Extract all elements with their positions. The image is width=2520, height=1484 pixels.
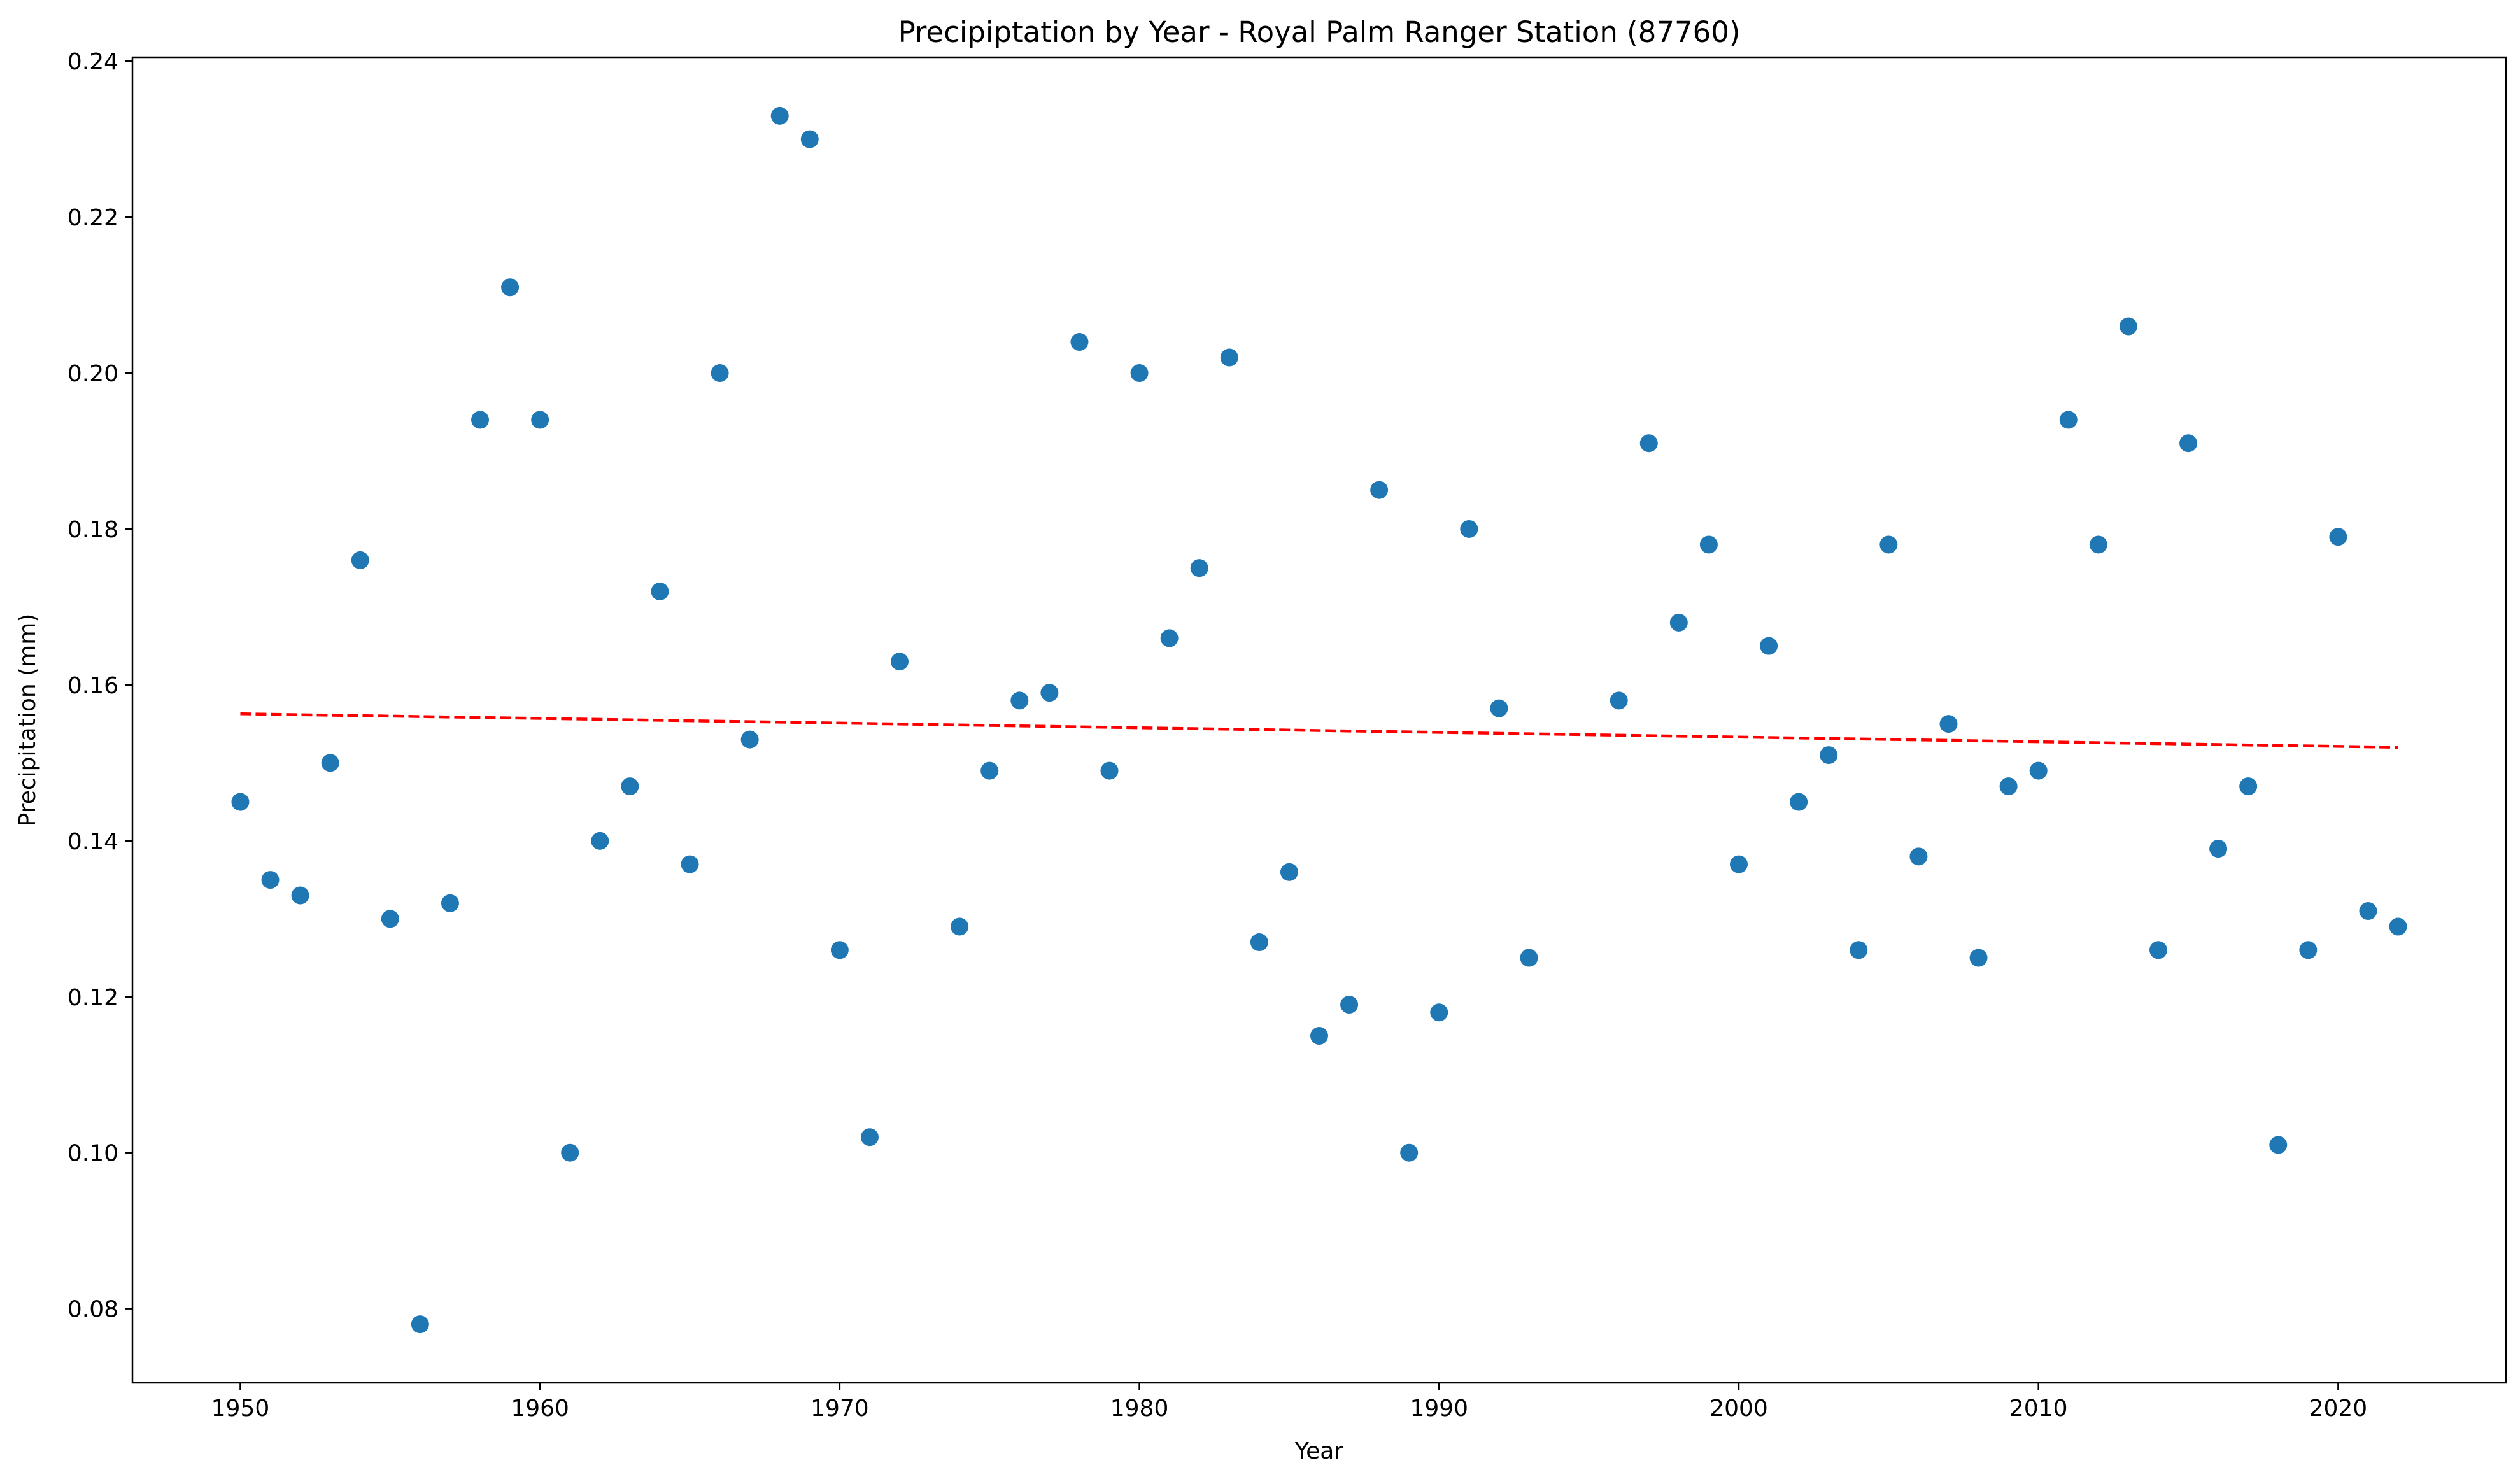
data-point	[1370, 481, 1389, 499]
data-point	[1400, 1143, 1419, 1162]
data-point	[1160, 629, 1179, 647]
data-point	[1850, 941, 1868, 959]
data-point	[800, 130, 819, 148]
data-point	[2389, 917, 2407, 936]
data-point	[1190, 559, 1208, 577]
data-points-layer	[231, 106, 2407, 1334]
y-tick-label: 0.18	[67, 517, 118, 543]
data-point	[1639, 434, 1658, 453]
x-tick-label: 1960	[511, 1396, 569, 1422]
data-point	[860, 1128, 879, 1147]
data-point	[1820, 746, 1838, 765]
x-tick-label: 1980	[1110, 1396, 1169, 1422]
data-point	[471, 411, 490, 429]
data-point	[2149, 941, 2167, 959]
data-point	[1699, 535, 1718, 554]
data-point	[2029, 761, 2048, 780]
data-point	[1010, 691, 1029, 710]
data-point	[830, 941, 849, 959]
data-point	[1669, 613, 1688, 632]
data-point	[2329, 528, 2347, 546]
x-tick-label: 2000	[1709, 1396, 1768, 1422]
data-point	[441, 894, 459, 912]
data-point	[591, 831, 609, 850]
y-tick-label: 0.08	[67, 1297, 118, 1323]
data-point	[2299, 941, 2318, 959]
data-point	[681, 855, 699, 873]
x-tick-label: 2020	[2309, 1396, 2368, 1422]
y-tick-label: 0.14	[67, 829, 118, 855]
data-point	[1879, 535, 1898, 554]
data-point	[1969, 949, 1988, 967]
plot-area-frame	[131, 56, 2507, 1384]
data-point	[1340, 996, 1359, 1014]
data-point	[1610, 691, 1628, 710]
data-point	[651, 582, 669, 600]
data-point	[381, 910, 399, 928]
data-point	[1430, 1003, 1448, 1022]
data-point	[711, 364, 729, 383]
y-tick-label: 0.10	[67, 1141, 118, 1167]
data-point	[1760, 637, 1778, 655]
data-point	[740, 730, 759, 749]
data-point	[351, 551, 369, 569]
data-point	[291, 886, 309, 905]
data-point	[1070, 333, 1089, 351]
data-point	[1100, 761, 1119, 780]
trend-line-layer	[240, 712, 2398, 749]
data-point	[1490, 699, 1508, 717]
y-tick-label: 0.22	[67, 205, 118, 231]
data-point	[561, 1143, 579, 1162]
data-point	[2059, 411, 2078, 429]
y-tick-label: 0.20	[67, 361, 118, 387]
x-tick-label: 1950	[211, 1396, 270, 1422]
chart-title: Precipiptation by Year - Royal Palm Rang…	[898, 15, 1741, 49]
data-point	[621, 777, 639, 796]
x-tick-label: 1970	[811, 1396, 869, 1422]
data-point	[2209, 840, 2228, 858]
data-point	[1280, 863, 1298, 881]
data-point	[1130, 364, 1149, 383]
data-point	[531, 411, 549, 429]
data-point	[1729, 855, 1748, 873]
data-point	[1999, 777, 2018, 796]
trend-line	[240, 712, 2398, 749]
data-point	[2239, 777, 2258, 796]
y-axis-label: Precipitation (mm)	[15, 614, 41, 827]
data-point	[1310, 1027, 1328, 1045]
data-point	[1220, 348, 1238, 367]
data-point	[261, 871, 280, 889]
data-point	[891, 653, 909, 671]
data-point	[1939, 715, 1958, 733]
data-point	[1790, 793, 1808, 811]
data-point	[2359, 902, 2377, 921]
data-point	[980, 761, 999, 780]
y-tick-label: 0.24	[67, 49, 118, 75]
y-axis-ticks: 0.08 0.10 0.12 0.14 0.16 0.18 0.20 0.22 0.24	[67, 49, 132, 1323]
x-axis-ticks: 1950 1960 1970 1980 1990 2000 2010 2020	[211, 1383, 2368, 1422]
data-point	[1909, 847, 1928, 866]
data-point	[770, 106, 789, 125]
data-point	[501, 278, 520, 297]
data-point	[951, 917, 969, 936]
data-point	[231, 793, 250, 811]
data-point	[2269, 1136, 2288, 1154]
data-point	[1040, 684, 1059, 702]
data-point	[2089, 535, 2107, 554]
x-axis-label: Year	[1294, 1438, 1343, 1464]
data-point	[1520, 949, 1538, 967]
y-tick-label: 0.16	[67, 673, 118, 699]
x-tick-label: 2010	[2009, 1396, 2068, 1422]
data-point	[2119, 317, 2137, 336]
y-tick-label: 0.12	[67, 985, 118, 1011]
data-point	[1460, 519, 1478, 538]
data-point	[2179, 434, 2198, 453]
data-point	[1250, 933, 1268, 952]
data-point	[321, 754, 339, 772]
data-point	[411, 1315, 429, 1334]
x-tick-label: 1990	[1410, 1396, 1468, 1422]
